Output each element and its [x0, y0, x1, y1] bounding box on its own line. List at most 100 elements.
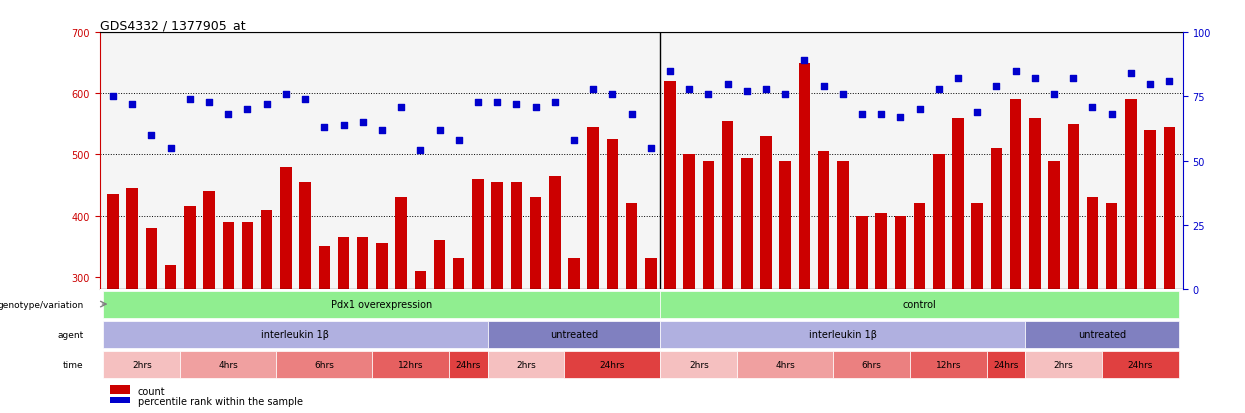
- Bar: [549, 176, 560, 413]
- Point: [525, 104, 545, 111]
- Text: 2hrs: 2hrs: [688, 360, 708, 369]
- Text: 24hrs: 24hrs: [600, 360, 625, 369]
- FancyBboxPatch shape: [987, 351, 1026, 377]
- FancyBboxPatch shape: [276, 351, 372, 377]
- FancyBboxPatch shape: [660, 351, 737, 377]
- Point: [487, 99, 507, 106]
- FancyBboxPatch shape: [660, 291, 1179, 318]
- Bar: [184, 207, 195, 413]
- Point: [986, 83, 1006, 90]
- Bar: [895, 216, 906, 413]
- Bar: [1144, 131, 1155, 413]
- Point: [621, 112, 641, 119]
- Point: [1025, 76, 1045, 83]
- Bar: [818, 152, 829, 413]
- Point: [161, 145, 181, 152]
- Text: 2hrs: 2hrs: [517, 360, 535, 369]
- FancyBboxPatch shape: [488, 321, 660, 348]
- Bar: [588, 128, 599, 413]
- Point: [430, 127, 449, 134]
- Bar: [223, 222, 234, 413]
- Point: [122, 102, 142, 108]
- Bar: [665, 82, 676, 413]
- Point: [1102, 112, 1122, 119]
- Point: [1082, 104, 1103, 111]
- Point: [468, 99, 488, 106]
- Text: 4hrs: 4hrs: [218, 360, 238, 369]
- Point: [411, 148, 431, 154]
- FancyBboxPatch shape: [103, 321, 488, 348]
- Point: [698, 91, 718, 98]
- Point: [890, 114, 910, 121]
- Point: [1045, 91, 1064, 98]
- Bar: [1010, 100, 1021, 413]
- Text: untreated: untreated: [550, 329, 598, 339]
- Text: 24hrs: 24hrs: [1128, 360, 1153, 369]
- Text: interleukin 1β: interleukin 1β: [809, 329, 876, 339]
- Bar: [857, 216, 868, 413]
- Text: 24hrs: 24hrs: [994, 360, 1018, 369]
- Bar: [337, 237, 350, 413]
- Bar: [837, 161, 849, 413]
- Point: [1140, 81, 1160, 88]
- Point: [641, 145, 661, 152]
- Point: [142, 132, 162, 139]
- Bar: [357, 237, 369, 413]
- Bar: [702, 161, 715, 413]
- FancyBboxPatch shape: [1102, 351, 1179, 377]
- Text: count: count: [137, 386, 166, 396]
- Point: [256, 102, 276, 108]
- Text: 2hrs: 2hrs: [132, 360, 152, 369]
- Point: [181, 96, 200, 103]
- Text: interleukin 1β: interleukin 1β: [261, 329, 330, 339]
- Text: 6hrs: 6hrs: [862, 360, 881, 369]
- Bar: [433, 240, 446, 413]
- Point: [872, 112, 891, 119]
- Bar: [510, 183, 522, 413]
- Point: [794, 58, 814, 64]
- Bar: [645, 259, 656, 413]
- Point: [564, 138, 584, 144]
- Point: [103, 94, 123, 100]
- Text: control: control: [903, 299, 936, 309]
- Text: 4hrs: 4hrs: [776, 360, 796, 369]
- Bar: [111, 397, 129, 404]
- Point: [660, 68, 680, 75]
- Point: [756, 86, 776, 93]
- Bar: [1164, 128, 1175, 413]
- Bar: [164, 265, 177, 413]
- Bar: [415, 271, 426, 413]
- Point: [1120, 71, 1140, 77]
- Text: 24hrs: 24hrs: [456, 360, 481, 369]
- Text: 2hrs: 2hrs: [1053, 360, 1073, 369]
- Point: [776, 91, 796, 98]
- Point: [949, 76, 969, 83]
- Point: [910, 107, 930, 113]
- Bar: [779, 161, 791, 413]
- Text: 12hrs: 12hrs: [398, 360, 423, 369]
- Bar: [1030, 119, 1041, 413]
- Point: [391, 104, 411, 111]
- Bar: [626, 204, 637, 413]
- Bar: [107, 195, 118, 413]
- Bar: [111, 385, 129, 394]
- Point: [276, 91, 296, 98]
- Bar: [568, 259, 580, 413]
- Point: [967, 109, 987, 116]
- Text: GDS4332 / 1377905_at: GDS4332 / 1377905_at: [100, 19, 245, 32]
- Text: 6hrs: 6hrs: [314, 360, 334, 369]
- Bar: [1106, 204, 1118, 413]
- Point: [737, 89, 757, 95]
- Point: [372, 127, 392, 134]
- Bar: [319, 247, 330, 413]
- Bar: [530, 198, 542, 413]
- Bar: [261, 210, 273, 413]
- Point: [238, 107, 258, 113]
- Bar: [761, 137, 772, 413]
- FancyBboxPatch shape: [103, 291, 660, 318]
- Text: 12hrs: 12hrs: [936, 360, 961, 369]
- Text: Pdx1 overexpression: Pdx1 overexpression: [331, 299, 432, 309]
- FancyBboxPatch shape: [564, 351, 660, 377]
- Text: genotype/variation: genotype/variation: [0, 300, 83, 309]
- Bar: [376, 244, 387, 413]
